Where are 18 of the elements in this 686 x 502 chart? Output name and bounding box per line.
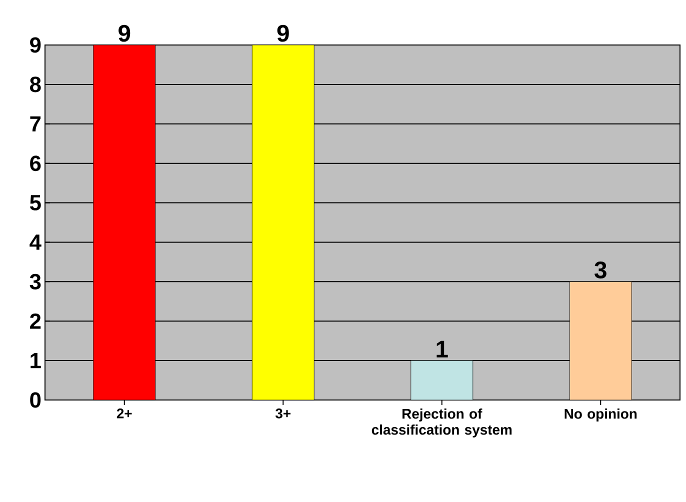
y-tick-label: 6 [30, 156, 41, 172]
y-tick-label: 7 [30, 116, 41, 132]
x-tick-label: 2+ [116, 408, 132, 418]
y-tick-label: 2 [30, 313, 41, 329]
x-tick-label: 3+ [275, 408, 291, 418]
data-label: 9 [277, 24, 289, 42]
data-label: 1 [436, 340, 448, 358]
y-tick-label: 9 [30, 37, 41, 53]
data-label: 3 [594, 262, 606, 278]
data-label: 9 [118, 24, 130, 42]
y-tick-label: 1 [30, 353, 41, 368]
y-tick-label: 0 [30, 392, 41, 408]
x-tick-label: Rejection of classification system [372, 408, 512, 438]
y-tick-label: 8 [30, 76, 41, 92]
y-tick-label: 5 [30, 195, 41, 210]
x-tick-label: No opinion [564, 408, 637, 422]
y-tick-label: 4 [30, 234, 42, 250]
y-tick-label: 3 [30, 274, 41, 290]
